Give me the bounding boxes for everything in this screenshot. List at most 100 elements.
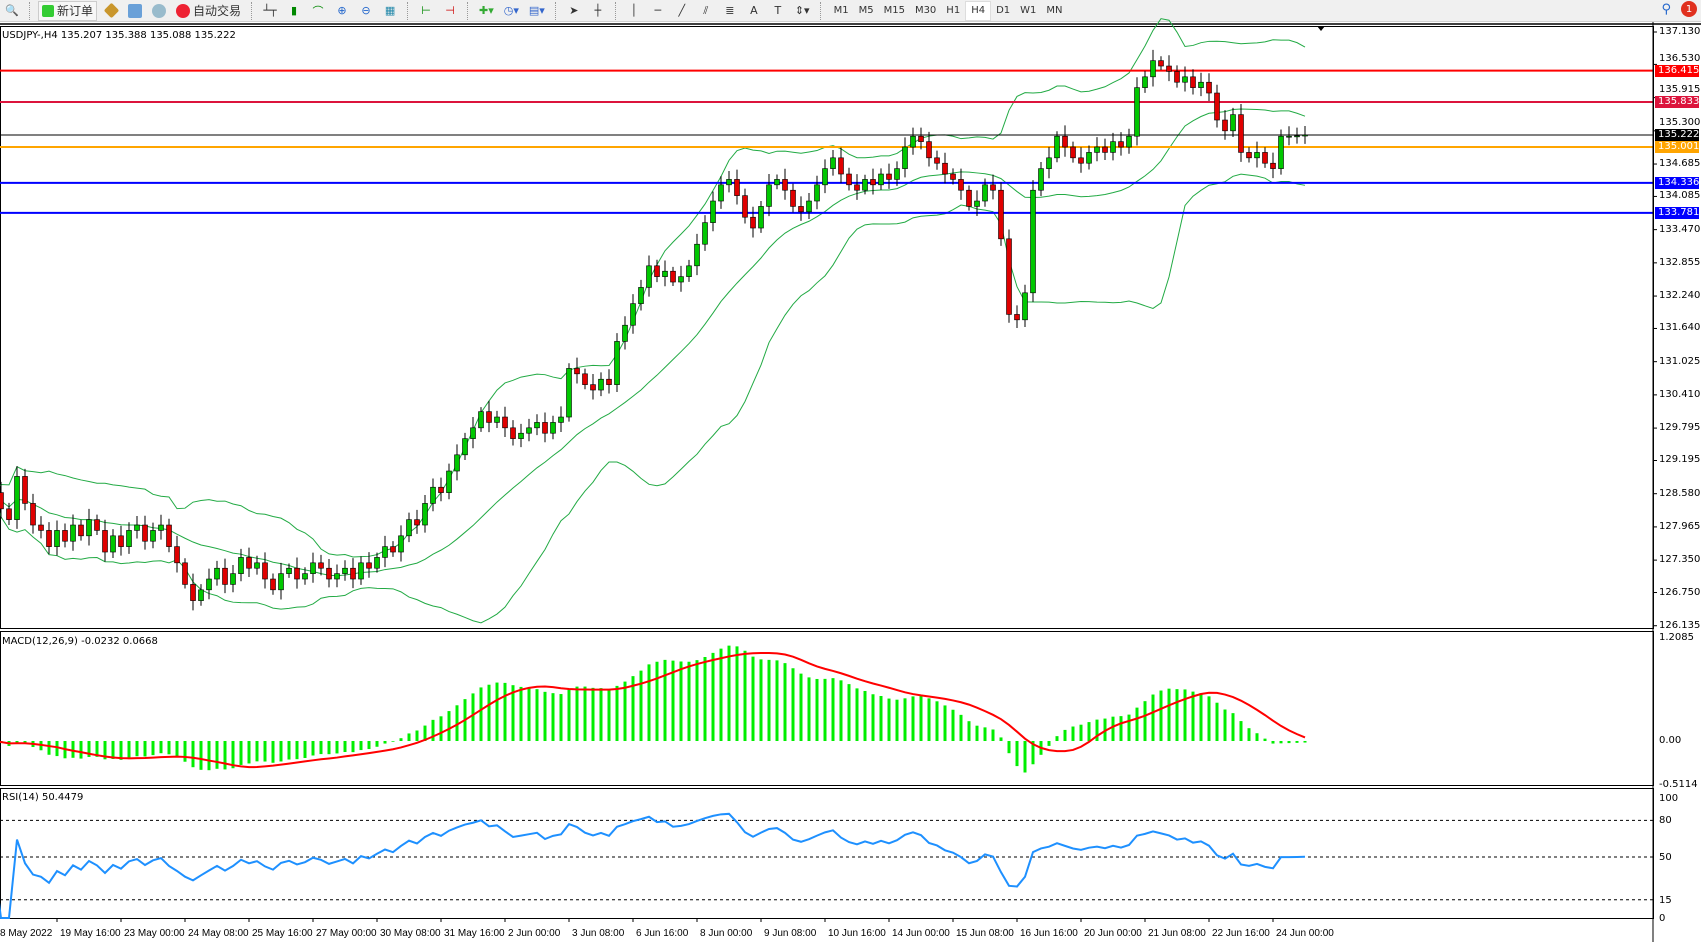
- timeframe-w1[interactable]: W1: [1020, 5, 1037, 16]
- search-icon[interactable]: ⚲: [1661, 1, 1671, 17]
- divider: [819, 1, 822, 20]
- candle-bear: [22, 476, 28, 504]
- divider: [467, 1, 469, 20]
- date-axis-label: 27 May 00:00: [316, 928, 377, 939]
- timeframe-m5[interactable]: M5: [858, 5, 874, 16]
- candle-bull: [974, 200, 980, 207]
- timeframe-h1[interactable]: H1: [946, 5, 961, 16]
- candle-bear: [1214, 92, 1220, 121]
- timeframe-h4[interactable]: H4: [965, 0, 992, 21]
- divider: [251, 1, 253, 20]
- candle-bear: [6, 508, 12, 520]
- candlestick-icon[interactable]: ▮: [291, 4, 298, 17]
- auto-trading-button[interactable]: 自动交易: [173, 1, 244, 21]
- candle-bear: [262, 562, 268, 580]
- candle-bear: [1158, 60, 1164, 67]
- candle-bear: [1006, 238, 1012, 315]
- equidistant-channel-icon[interactable]: ⫽: [703, 3, 709, 17]
- new-order-icon: [42, 4, 54, 17]
- candle-bear: [790, 189, 796, 207]
- macd-signal-line: [0, 652, 1306, 769]
- text-label-icon[interactable]: T: [774, 4, 782, 17]
- candle-bear: [998, 189, 1004, 240]
- candle-bear: [1062, 135, 1068, 148]
- candle-bull: [446, 470, 452, 493]
- candle-bear: [366, 562, 372, 569]
- candle-bear: [654, 265, 660, 277]
- macd-header: MACD(12,26,9) -0.0232 0.0668: [2, 636, 158, 647]
- price-axis-label: 134.685: [1659, 158, 1701, 170]
- new-order-button[interactable]: 新订单: [38, 0, 98, 21]
- timeframe-d1[interactable]: D1: [996, 5, 1011, 16]
- candle-bear: [870, 179, 876, 186]
- date-axis-label: 15 Jun 08:00: [956, 928, 1014, 939]
- macd-axis-label: 1.2085: [1659, 632, 1694, 644]
- vertical-line-icon[interactable]: │: [630, 4, 638, 17]
- auto-scroll-icon[interactable]: ⊢: [421, 4, 431, 17]
- crosshair-icon[interactable]: ┼: [594, 4, 602, 17]
- date-axis-label: 19 May 16:00: [60, 928, 121, 939]
- line-chart-icon[interactable]: ⌒: [312, 4, 324, 18]
- indicators-icon[interactable]: ✚▾: [479, 4, 494, 17]
- candle-bull: [806, 200, 812, 213]
- candle-bear: [1070, 146, 1076, 159]
- cursor-icon[interactable]: ➤: [569, 4, 579, 17]
- date-axis-label: 16 Jun 16:00: [1020, 928, 1078, 939]
- price-axis-label: 134.085: [1659, 190, 1701, 202]
- horizontal-line-icon[interactable]: ─: [654, 4, 662, 17]
- candle-bull: [454, 454, 460, 472]
- candle-bull: [126, 530, 132, 547]
- timeframe-bar: M1 M5 M15 M30 H1 H4 D1 W1 MN: [829, 0, 1068, 21]
- rsi-axis-label: 0: [1659, 913, 1666, 924]
- price-axis-label: 131.640: [1659, 322, 1701, 334]
- candle-bear: [0, 492, 4, 510]
- search-icon[interactable]: 🔍: [5, 4, 19, 17]
- zoom-in-icon[interactable]: ⊕: [337, 4, 347, 17]
- candle-bear: [918, 135, 924, 142]
- candle-bull: [1294, 135, 1300, 138]
- bar-chart-icon[interactable]: ┴┬: [263, 4, 277, 17]
- signals-icon[interactable]: [149, 1, 169, 21]
- candle-bull: [902, 146, 908, 169]
- candle-bull: [238, 557, 244, 574]
- candle-bear: [606, 378, 612, 385]
- candle-bear: [950, 173, 956, 180]
- navigator-icon[interactable]: [125, 1, 145, 21]
- date-axis-label: 22 Jun 16:00: [1212, 928, 1270, 939]
- candle-bear: [102, 530, 108, 553]
- candle-bear: [782, 179, 788, 191]
- macd-axis-label: 0.00: [1659, 735, 1682, 746]
- price-axis-label: 127.350: [1659, 554, 1701, 566]
- timeframe-m1[interactable]: M1: [833, 5, 849, 16]
- tile-windows-icon[interactable]: ▦: [384, 4, 396, 17]
- timeframe-m15[interactable]: M15: [883, 5, 905, 16]
- candle-bull: [1230, 114, 1236, 132]
- text-icon[interactable]: A: [750, 4, 758, 17]
- candle-bear: [1174, 71, 1180, 83]
- trendline-icon[interactable]: ╱: [678, 4, 686, 17]
- divider: [29, 1, 31, 20]
- candle-bear: [486, 411, 492, 423]
- candle-bull: [566, 368, 572, 418]
- fibonacci-icon[interactable]: ≣: [725, 4, 735, 17]
- chart-shift-icon[interactable]: ⊣: [445, 4, 455, 17]
- candle-bear: [246, 557, 252, 569]
- chart-header: USDJPY-,H4 135.207 135.388 135.088 135.2…: [2, 30, 236, 41]
- candle-bull: [1302, 134, 1308, 137]
- candle-bear: [1222, 119, 1228, 132]
- candle-bull: [694, 243, 700, 267]
- periods-clock-icon[interactable]: ◷▾: [503, 4, 519, 17]
- candle-bull: [774, 179, 780, 186]
- price-axis-label: 135.300: [1659, 117, 1701, 129]
- date-axis-label: 10 Jun 16:00: [828, 928, 886, 939]
- timeframe-mn[interactable]: MN: [1046, 5, 1063, 16]
- arrows-icon[interactable]: ⇕▾: [794, 4, 810, 17]
- candle-bull: [334, 573, 340, 580]
- price-tag-134.336: 134.336: [1655, 176, 1699, 189]
- candle-bull: [982, 184, 988, 202]
- timeframe-m30[interactable]: M30: [914, 5, 937, 16]
- notification-badge[interactable]: 1: [1681, 1, 1697, 17]
- templates-icon[interactable]: ▤▾: [528, 4, 545, 17]
- zoom-out-icon[interactable]: ⊖: [361, 4, 371, 17]
